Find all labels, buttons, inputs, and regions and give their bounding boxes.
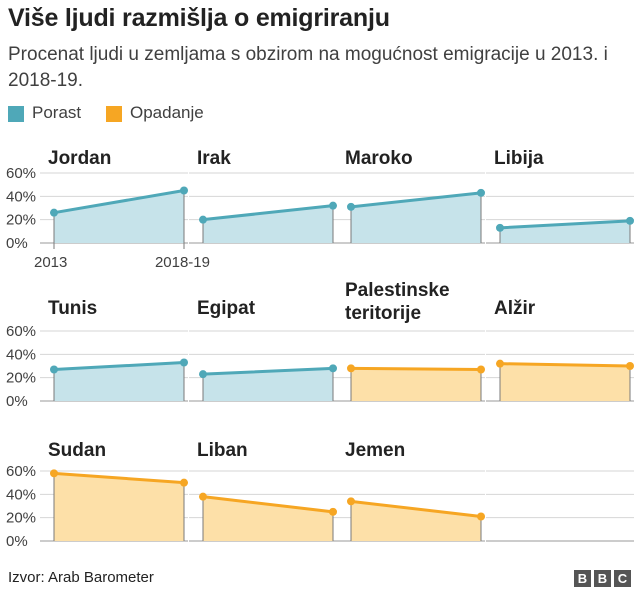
point-2013-jordan <box>50 208 58 217</box>
y-tick-label: 40% <box>6 486 36 503</box>
series-line-jemen <box>349 499 483 518</box>
point-2013-liban <box>199 492 207 501</box>
y-tick-label: 0% <box>6 235 28 252</box>
y-tick-label: 20% <box>6 212 36 229</box>
series-line-libija <box>498 219 632 230</box>
source-note: Izvor: Arab Barometer <box>8 569 154 586</box>
panel-title-liban: Liban <box>197 440 248 461</box>
panel-title-palestinske-teritorije: Palestinske <box>345 280 450 301</box>
panel-title-sudan: Sudan <box>48 440 106 461</box>
legend-swatch-increase <box>8 106 24 122</box>
point-2018-19-tunis <box>180 358 188 367</box>
y-tick-label: 0% <box>6 533 28 550</box>
x-tick-label-2013: 2013 <box>34 254 67 271</box>
y-tick-label: 40% <box>6 188 36 205</box>
point-2018-19-libija <box>626 216 634 225</box>
series-line-al-ir <box>498 362 632 368</box>
y-tick-label: 60% <box>6 323 36 340</box>
series-line-palestinske-teritorije <box>349 366 483 371</box>
point-2013-sudan <box>50 469 58 478</box>
point-2013-egipat <box>199 370 207 379</box>
panel-title-palestinske-teritorije-line2: teritorije <box>345 303 421 324</box>
point-2013-irak <box>199 215 207 224</box>
legend-swatch-decrease <box>106 106 122 122</box>
area-liban <box>203 496 333 541</box>
point-2018-19-sudan <box>180 478 188 487</box>
y-tick-label: 40% <box>6 346 36 363</box>
point-2013-jemen <box>347 497 355 506</box>
series-line-maroko <box>349 191 483 209</box>
area-jemen <box>351 501 481 541</box>
legend-label-increase: Porast <box>32 103 82 122</box>
y-tick-label: 20% <box>6 510 36 527</box>
area-maroko <box>351 192 481 243</box>
point-2018-19-egipat <box>329 364 337 373</box>
panel-title-tunis: Tunis <box>48 298 97 319</box>
chart-title: Više ljudi razmišlja o emigriranju <box>8 4 390 32</box>
point-2013-al-ir <box>496 359 504 368</box>
x-tick-label-2018-19: 2018-19 <box>155 254 210 271</box>
area-sudan <box>54 473 184 541</box>
panel-title-al-ir: Alžir <box>494 298 536 319</box>
point-2013-libija <box>496 223 504 232</box>
point-2018-19-al-ir <box>626 362 634 370</box>
point-2018-19-palestinske-teritorije <box>477 365 485 374</box>
area-al-ir <box>500 363 630 401</box>
bbc-logo-letter-1: B <box>574 570 591 587</box>
bbc-logo-letter-3: C <box>614 570 631 587</box>
panel-title-irak: Irak <box>197 148 231 169</box>
point-2013-palestinske-teritorije <box>347 364 355 373</box>
series-line-irak <box>201 204 335 222</box>
legend-label-decrease: Opadanje <box>130 103 204 122</box>
area-egipat <box>203 368 333 401</box>
area-jordan <box>54 190 184 243</box>
series-line-tunis <box>52 361 186 371</box>
panel-title-libija: Libija <box>494 148 544 169</box>
area-tunis <box>54 362 184 401</box>
panel-title-egipat: Egipat <box>197 298 256 319</box>
series-line-jordan <box>52 189 186 215</box>
point-2018-19-jemen <box>477 512 485 521</box>
area-palestinske-teritorije <box>351 368 481 401</box>
panel-title-jordan: Jordan <box>48 148 111 169</box>
point-2018-19-maroko <box>477 188 485 197</box>
series-line-sudan <box>52 471 186 485</box>
y-tick-label: 20% <box>6 370 36 387</box>
point-2018-19-jordan <box>180 186 188 195</box>
series-line-egipat <box>201 366 335 376</box>
point-2018-19-irak <box>329 201 337 210</box>
bbc-logo-letter-2: B <box>594 570 611 587</box>
point-2013-tunis <box>50 365 58 374</box>
panel-title-jemen: Jemen <box>345 440 405 461</box>
area-irak <box>203 205 333 243</box>
y-tick-label: 60% <box>6 165 36 182</box>
point-2018-19-liban <box>329 507 337 516</box>
series-line-liban <box>201 495 335 514</box>
panel-title-maroko: Maroko <box>345 148 413 169</box>
y-tick-label: 0% <box>6 393 28 410</box>
point-2013-maroko <box>347 202 355 211</box>
y-tick-label: 60% <box>6 463 36 480</box>
chart-subtitle: Procenat ljudi u zemljama s obzirom na m… <box>8 44 608 91</box>
